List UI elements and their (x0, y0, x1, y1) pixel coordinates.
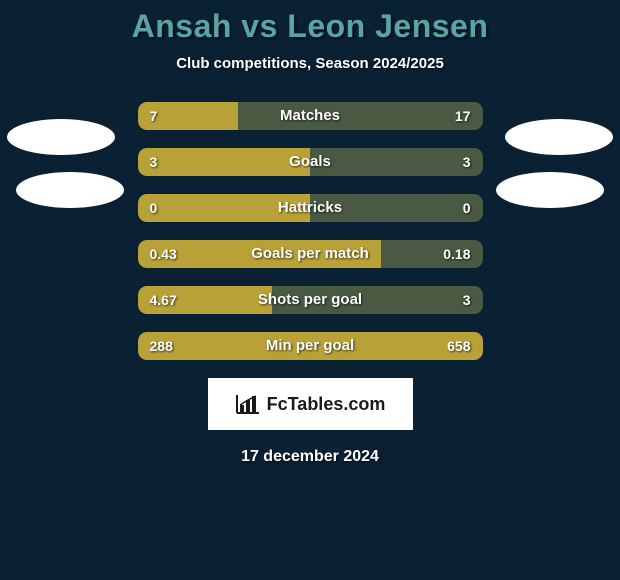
comparison-title: Ansah vs Leon Jensen (0, 8, 620, 45)
stat-value-right: 3 (463, 286, 471, 314)
chart-icon (235, 393, 261, 415)
stat-row: 0Hattricks0 (138, 194, 483, 222)
snapshot-date: 17 december 2024 (0, 448, 620, 466)
stat-label: Goals (138, 148, 483, 176)
logo-text: FcTables.com (267, 394, 386, 415)
stat-value-right: 3 (463, 148, 471, 176)
stat-value-right: 0 (463, 194, 471, 222)
stat-row: 7Matches17 (138, 102, 483, 130)
player-right-photo-1 (505, 119, 613, 155)
stat-value-right: 17 (455, 102, 471, 130)
stat-row: 288Min per goal658 (138, 332, 483, 360)
stats-table: 7Matches173Goals30Hattricks00.43Goals pe… (138, 102, 483, 360)
stat-label: Goals per match (138, 240, 483, 268)
stat-value-right: 0.18 (443, 240, 470, 268)
player-right-photo-2 (496, 172, 604, 208)
stat-label: Hattricks (138, 194, 483, 222)
comparison-subtitle: Club competitions, Season 2024/2025 (0, 55, 620, 72)
stat-value-right: 658 (447, 332, 470, 360)
stat-label: Shots per goal (138, 286, 483, 314)
stat-label: Min per goal (138, 332, 483, 360)
fctables-logo[interactable]: FcTables.com (208, 378, 413, 430)
player-left-photo-2 (16, 172, 124, 208)
stat-row: 4.67Shots per goal3 (138, 286, 483, 314)
stat-row: 0.43Goals per match0.18 (138, 240, 483, 268)
player-left-photo-1 (7, 119, 115, 155)
stat-label: Matches (138, 102, 483, 130)
stat-row: 3Goals3 (138, 148, 483, 176)
